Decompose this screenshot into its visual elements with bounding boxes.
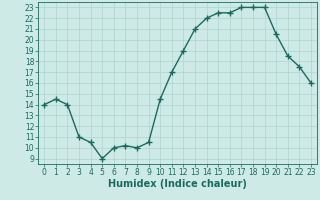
X-axis label: Humidex (Indice chaleur): Humidex (Indice chaleur) xyxy=(108,179,247,189)
